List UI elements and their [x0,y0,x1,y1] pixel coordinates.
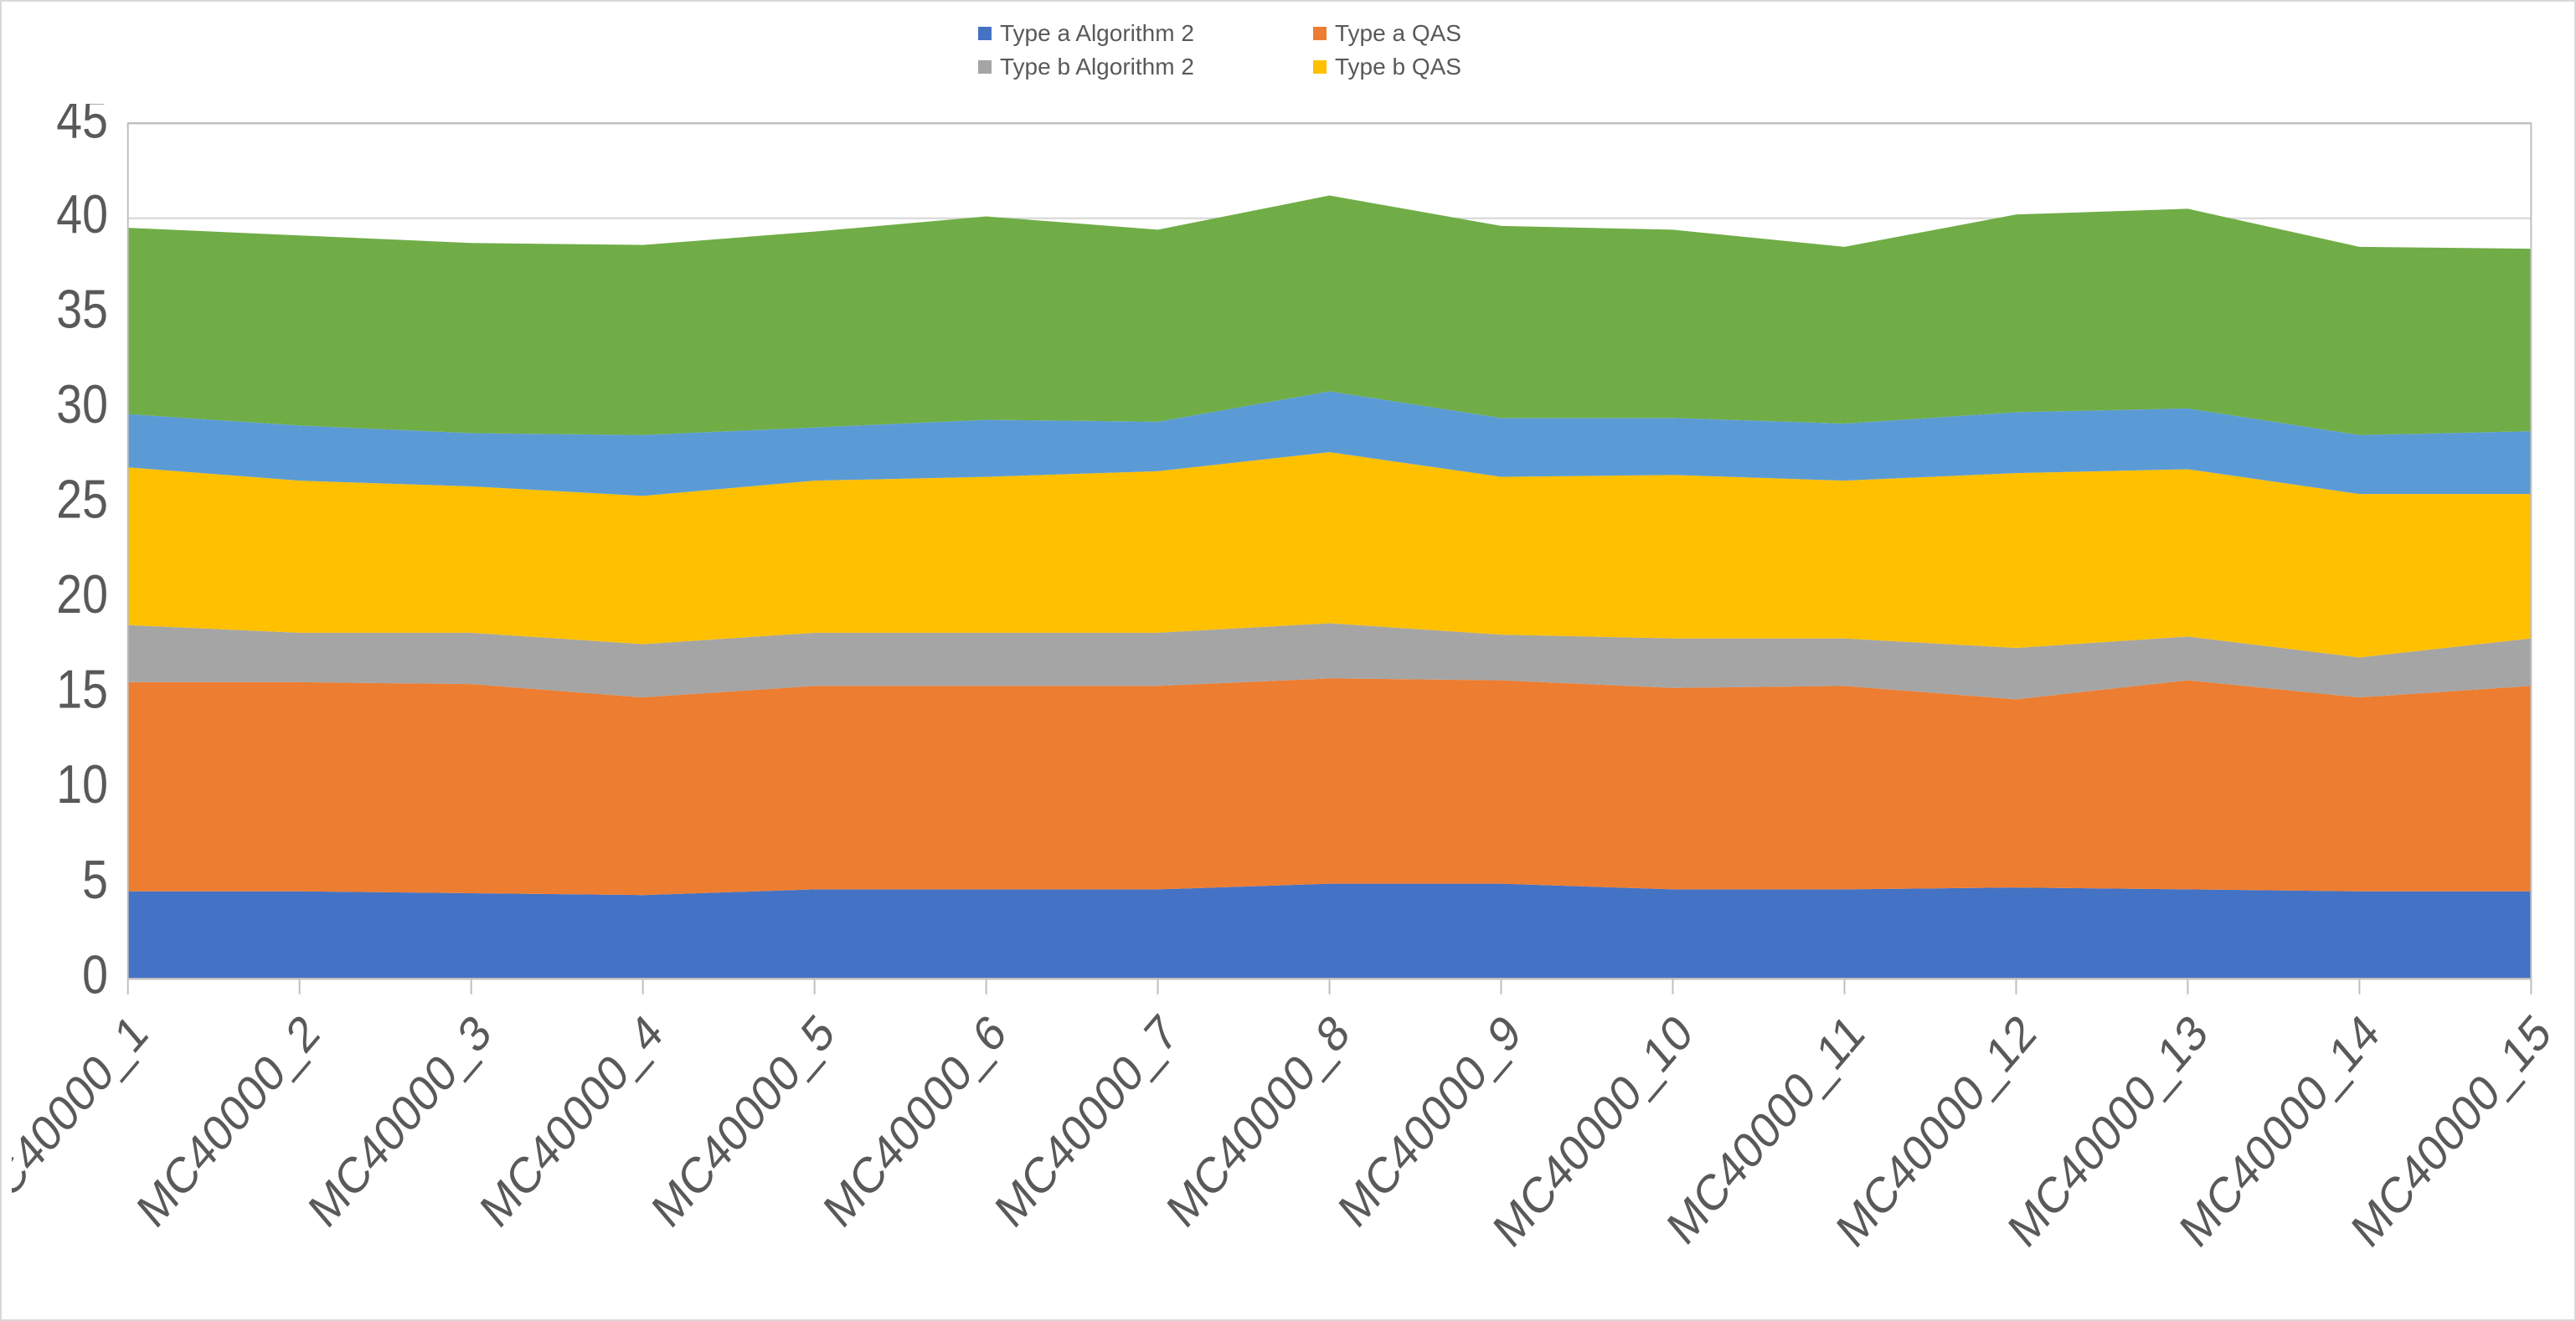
y-tick-label: 0 [82,943,108,1005]
y-tick-label: 45 [56,104,108,149]
area-series [128,678,2532,895]
x-tick-label: MC40000_3 [300,1004,500,1239]
x-tick-label: MC40000_6 [814,1004,1014,1239]
legend-item: Type b Algorithm 2 [978,54,1263,80]
legend-swatch [978,27,992,40]
x-tick-label: MC40000_8 [1157,1004,1358,1239]
legend-swatch [1313,60,1327,74]
area-series [128,884,2532,979]
y-tick-label: 20 [56,563,108,625]
chart-container: Type a Algorithm 2 Type a QAS Type b Algor… [0,0,2576,1321]
y-tick-label: 15 [56,659,108,720]
x-tick-label: MC40000_5 [643,1004,843,1239]
legend-label: Type b QAS [1335,54,1461,80]
legend-item: Type a Algorithm 2 [978,20,1263,47]
legend-item: Type b QAS [1313,54,1598,80]
stacked-area-chart: 051015202530354045MC40000_1MC40000_2MC40… [12,104,2564,1309]
legend: Type a Algorithm 2 Type a QAS Type b Algor… [911,12,1665,104]
y-tick-label: 5 [82,849,108,910]
y-tick-label: 35 [56,278,108,339]
y-tick-label: 25 [56,468,108,529]
legend-label: Type a Algorithm 2 [1000,20,1194,47]
legend-label: Type a QAS [1335,20,1461,47]
legend-label: Type b Algorithm 2 [1000,54,1194,80]
legend-swatch [1313,27,1327,40]
legend-item: Type a QAS [1313,20,1598,47]
y-tick-label: 40 [56,183,108,244]
y-tick-label: 30 [56,373,108,434]
y-tick-label: 10 [56,753,108,815]
x-tick-label: MC40000_2 [128,1004,328,1239]
x-tick-label: MC40000_7 [986,1004,1186,1239]
legend-swatch [978,60,992,74]
x-tick-label: MC40000_4 [471,1004,672,1239]
